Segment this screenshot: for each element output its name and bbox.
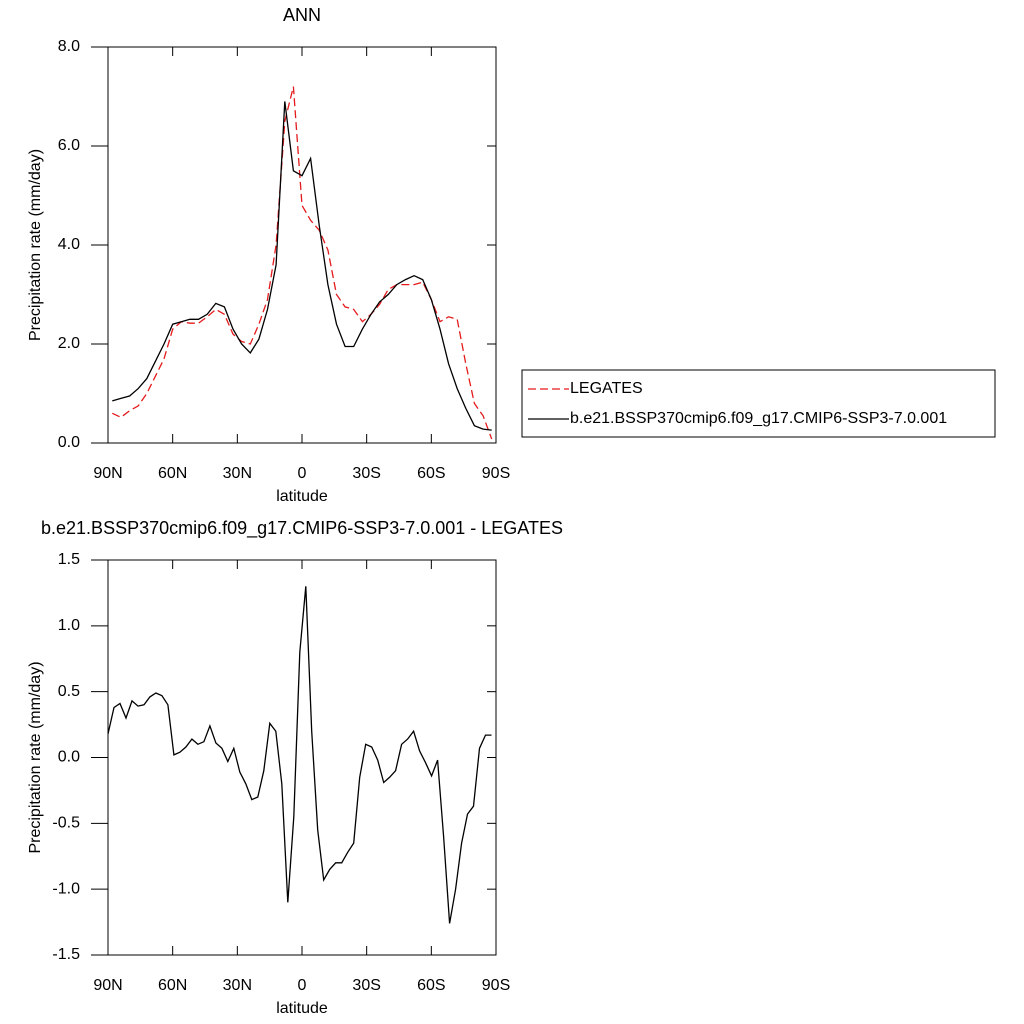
- y-tick-label: 0.0: [58, 434, 80, 451]
- y-axis-label: Precipitation rate (mm/day): [27, 661, 44, 853]
- data-line: [112, 101, 492, 431]
- legend-label: b.e21.BSSP370cmip6.f09_g17.CMIP6-SSP3-7.…: [570, 410, 947, 427]
- plot-frame: [107, 46, 497, 444]
- y-tick-label: 1.0: [58, 617, 80, 634]
- data-line: [112, 86, 493, 440]
- x-axis-label: latitude: [276, 1000, 328, 1017]
- x-tick-label: 60N: [158, 465, 187, 482]
- legend-box: [521, 369, 996, 438]
- x-tick-label: 60N: [158, 977, 187, 994]
- x-tick-label: 90N: [93, 465, 122, 482]
- x-tick-label: 30N: [223, 977, 252, 994]
- x-tick-label: 60S: [417, 977, 445, 994]
- x-tick-label: 0: [298, 465, 307, 482]
- y-axis-label: Precipitation rate (mm/day): [27, 149, 44, 341]
- y-tick-label: 4.0: [58, 236, 80, 253]
- y-tick-label: 1.5: [58, 551, 80, 568]
- plot-frame: [107, 559, 497, 956]
- y-tick-label: -1.5: [52, 946, 80, 963]
- x-tick-label: 30S: [352, 465, 380, 482]
- y-tick-label: 2.0: [58, 335, 80, 352]
- x-tick-label: 90S: [482, 977, 510, 994]
- y-tick-label: 0.0: [58, 749, 80, 766]
- y-tick-label: 6.0: [58, 137, 80, 154]
- y-tick-label: -1.0: [52, 880, 80, 897]
- x-tick-label: 90N: [93, 977, 122, 994]
- x-tick-label: 90S: [482, 465, 510, 482]
- x-tick-label: 60S: [417, 465, 445, 482]
- x-axis-label: latitude: [276, 488, 328, 505]
- legend-label: LEGATES: [570, 380, 643, 397]
- x-tick-label: 30S: [352, 977, 380, 994]
- x-tick-label: 30N: [223, 465, 252, 482]
- x-tick-label: 0: [298, 977, 307, 994]
- chart-title: b.e21.BSSP370cmip6.f09_g17.CMIP6-SSP3-7.…: [41, 518, 563, 539]
- chart-title: ANN: [283, 5, 321, 25]
- y-tick-label: -0.5: [52, 815, 80, 832]
- y-tick-label: 0.5: [58, 683, 80, 700]
- data-line: [107, 586, 492, 924]
- y-tick-label: 8.0: [58, 38, 80, 55]
